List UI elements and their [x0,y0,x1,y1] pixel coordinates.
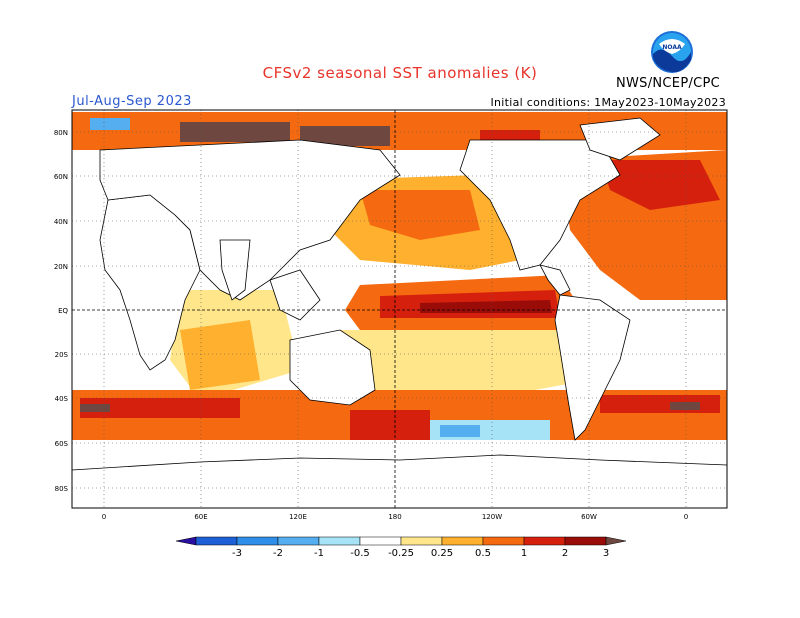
lon-label: 60W [581,513,597,521]
anomaly-region-southern-ocean-cooler [440,425,480,437]
land-europe-asia [99,139,401,301]
colorbar-label: -2 [273,548,283,559]
map-reference-lines [72,110,727,508]
anomaly-region-south-pacific [340,330,590,400]
colorbar-box [277,536,320,546]
lat-label: 20S [55,351,69,359]
longitude-labels: 0 60E 120E 180 120W 60W 0 [102,513,688,521]
land-central-america [539,264,571,296]
anomaly-region-arctic-cool [90,118,130,130]
colorbar-label: -0.5 [350,548,370,559]
anomaly-region-north-atlantic-warm [600,160,720,210]
colorbar-arrow-low [175,536,197,546]
map-frame [71,109,728,509]
anomaly-region-indian-ocean-warm [180,320,260,390]
anomaly-region-southern-ocean-warm-1 [80,398,240,418]
latitude-labels: 80N 60N 40N 20N EQ 20S 40S 60S 80S [54,129,69,493]
colorbar-label: 3 [603,548,609,559]
land-south-america [554,294,631,441]
colorbar-box [523,536,566,546]
colorbar-label: 2 [562,548,568,559]
noaa-logo-text: NOAA [662,44,682,51]
anomaly-field [72,112,727,508]
lat-label: 60N [54,173,68,181]
anomaly-region-arctic-extreme-2 [300,126,390,146]
lon-label: 0 [684,513,688,521]
land-india [219,239,251,301]
colorbar-arrow-high [605,536,627,546]
colorbar-label: 0.5 [475,548,491,559]
lat-label: 60S [55,440,69,448]
season-label: Jul-Aug-Sep 2023 [72,94,192,109]
lon-label: 120W [482,513,502,521]
lon-label: 60E [194,513,207,521]
colorbar-box [359,536,402,546]
land-antarctica [72,454,727,508]
colorbar-label: -3 [232,548,242,559]
land-greenland [579,117,661,161]
anomaly-region-southern-ocean-extreme-2 [670,402,700,410]
map-title: CFSv2 seasonal SST anomalies (K) [262,64,538,82]
lat-label: 80N [54,129,68,137]
noaa-logo-icon: NOAA [650,30,694,74]
lat-label: 40N [54,218,68,226]
colorbar-box [564,536,607,546]
continents [72,117,727,508]
agency-label: NWS/NCEP/CPC [616,76,721,91]
colorbar-label: -0.25 [388,548,414,559]
colorbar-box [236,536,279,546]
land-australia [289,329,376,406]
colorbar-label: -1 [314,548,324,559]
colorbar-label: 1 [521,548,527,559]
colorbar-box [318,536,361,546]
colorbar-box [482,536,525,546]
initial-conditions-label: Initial conditions: 1May2023-10May2023 [490,96,726,109]
anomaly-region-arctic-extreme-1 [180,122,290,142]
colorbar-box [441,536,484,546]
colorbar: -3 -2 -1 -0.5 -0.25 0.25 0.5 1 2 3 [175,536,627,559]
lat-label: 80S [55,485,69,493]
anomaly-region-southern-ocean-extreme-1 [80,404,110,412]
anomaly-region-southern-ocean-warm-3 [350,410,430,440]
lon-label: 0 [102,513,106,521]
lat-label: 20N [54,263,68,271]
lat-label: 40S [55,395,69,403]
colorbar-label: 0.25 [431,548,453,559]
anomaly-region-north-pacific-warm [360,190,480,240]
lon-label: 120E [289,513,307,521]
colorbar-box [195,536,238,546]
colorbar-box [400,536,443,546]
lat-label: EQ [58,307,68,315]
lon-label: 180 [388,513,401,521]
